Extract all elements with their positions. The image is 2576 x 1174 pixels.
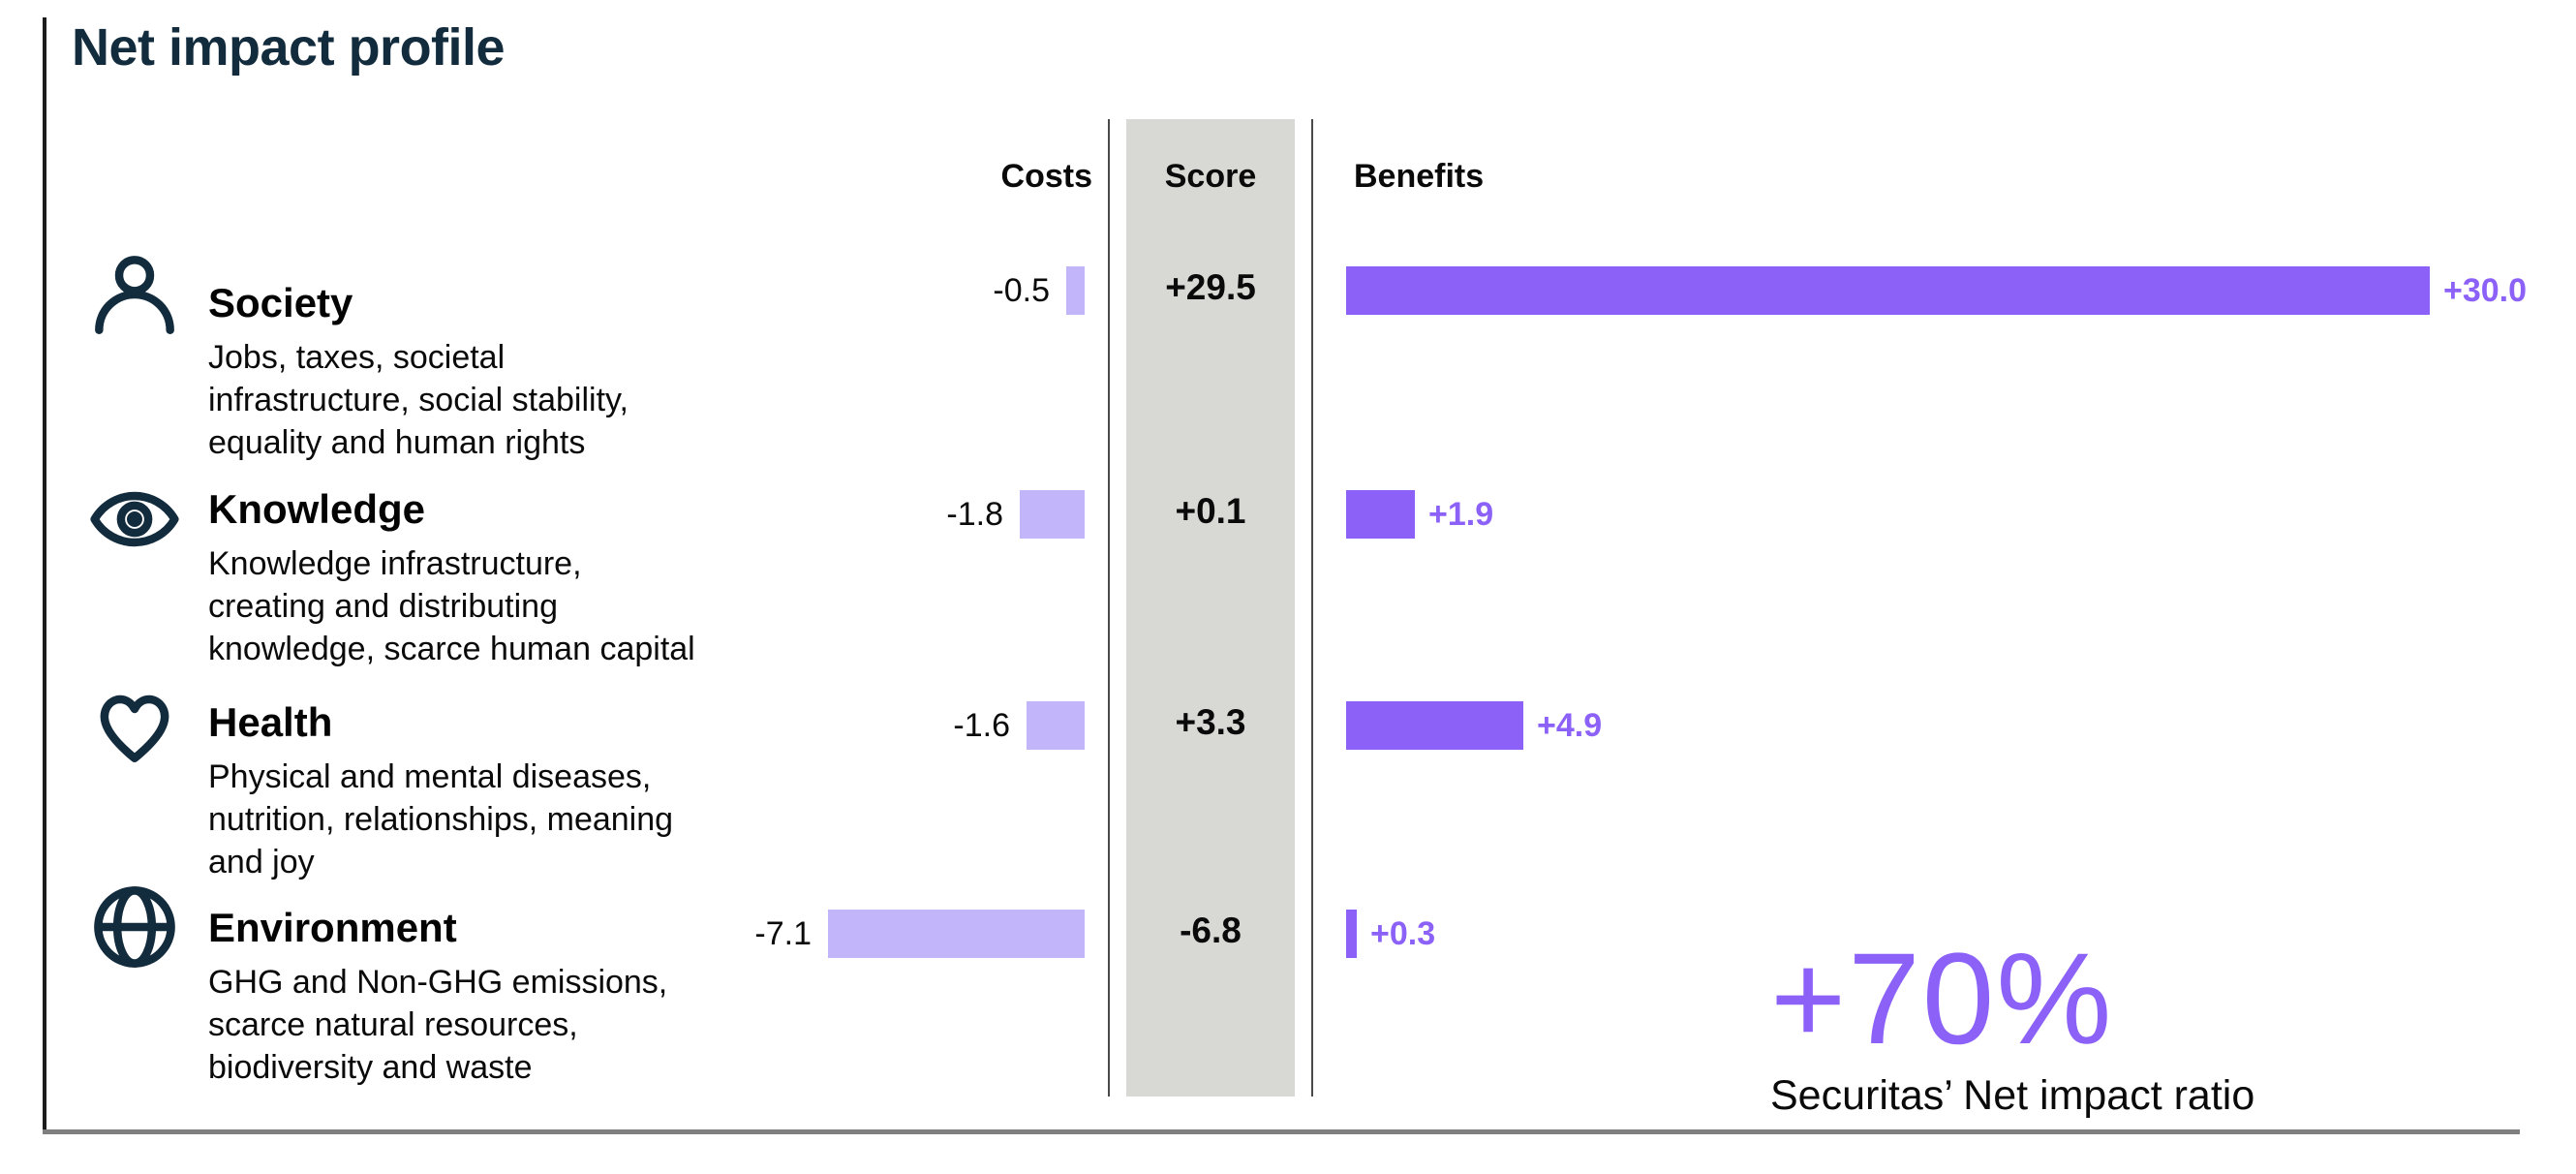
category-title: Society xyxy=(208,280,353,325)
cost-bar xyxy=(1066,266,1085,315)
score-value-label: +3.3 xyxy=(1175,702,1246,742)
page-title: Net impact profile xyxy=(72,18,506,77)
column-header-score: Score xyxy=(1164,158,1257,195)
benefit-value-label: +1.9 xyxy=(1428,495,1494,533)
category-description: Knowledge infrastructure, creating and di… xyxy=(208,545,695,667)
category-title: Health xyxy=(208,699,333,745)
score-value-label: +29.5 xyxy=(1165,267,1256,307)
benefit-bar xyxy=(1346,701,1523,750)
benefit-row: +4.9 xyxy=(1346,701,1602,750)
eye-icon xyxy=(89,474,180,565)
column-header-costs: Costs xyxy=(1000,158,1092,195)
benefit-row: +30.0 xyxy=(1346,266,2527,315)
benefit-bar xyxy=(1346,910,1357,958)
category-environment: Environment GHG and Non-GHG emissions, sca… xyxy=(208,904,751,1089)
category-description: Physical and mental diseases, nutrition, … xyxy=(208,758,674,880)
cost-value-label: -7.1 xyxy=(754,914,812,952)
cost-row: -0.5 xyxy=(993,266,1085,315)
cost-row: -1.8 xyxy=(946,490,1085,539)
benefit-row: +0.3 xyxy=(1346,910,1435,958)
category-society: Society Jobs, taxes, societal infrastructu… xyxy=(208,279,751,464)
category-title: Environment xyxy=(208,905,457,950)
benefit-bar xyxy=(1346,490,1415,539)
cost-bar xyxy=(828,910,1085,958)
chart-bottom-border xyxy=(43,1129,2520,1134)
cost-bar xyxy=(1027,701,1085,750)
divider-line-left xyxy=(1108,119,1110,1097)
category-title: Knowledge xyxy=(208,486,426,532)
benefit-value-label: +4.9 xyxy=(1537,706,1603,744)
cost-value-label: -1.6 xyxy=(953,706,1010,744)
category-knowledge: Knowledge Knowledge infrastructure, creati… xyxy=(208,485,751,670)
score-column-band xyxy=(1126,119,1295,1097)
globe-icon xyxy=(89,881,180,973)
category-description: GHG and Non-GHG emissions, scarce natural… xyxy=(208,964,668,1086)
net-impact-ratio-summary: +70% Securitas’ Net impact ratio xyxy=(1770,927,2255,1120)
cost-bar xyxy=(1020,490,1085,539)
score-value-label: +0.1 xyxy=(1175,491,1246,531)
benefit-bar xyxy=(1346,266,2430,315)
benefit-value-label: +30.0 xyxy=(2443,271,2528,309)
cost-value-label: -1.8 xyxy=(946,495,1003,533)
cost-row: -1.6 xyxy=(953,701,1085,750)
column-header-benefits: Benefits xyxy=(1354,158,1485,195)
net-impact-ratio-label: Securitas’ Net impact ratio xyxy=(1770,1071,2255,1119)
category-health: Health Physical and mental diseases, nutri… xyxy=(208,698,751,883)
chart-left-border xyxy=(43,17,46,1133)
heart-icon xyxy=(89,679,180,770)
category-description: Jobs, taxes, societal infrastructure, soc… xyxy=(208,339,629,461)
cost-value-label: -0.5 xyxy=(993,271,1050,309)
net-impact-ratio-value: +70% xyxy=(1770,927,2114,1071)
divider-line-right xyxy=(1311,119,1313,1097)
score-value-label: -6.8 xyxy=(1180,911,1242,950)
benefit-value-label: +0.3 xyxy=(1370,914,1436,952)
cost-row: -7.1 xyxy=(754,910,1085,958)
person-icon xyxy=(89,250,180,341)
benefit-row: +1.9 xyxy=(1346,490,1493,539)
